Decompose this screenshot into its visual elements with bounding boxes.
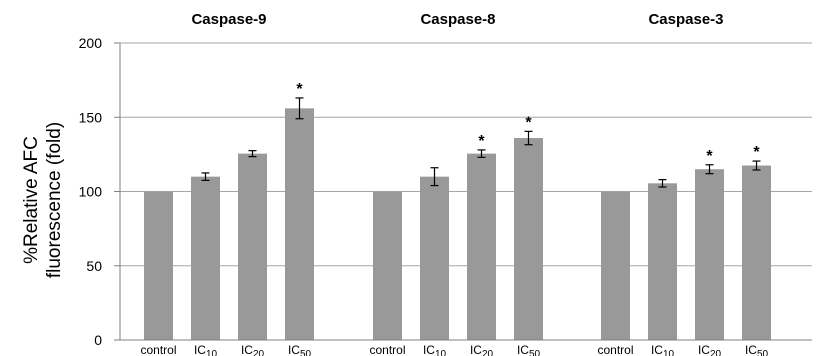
x-category-label: IC20 xyxy=(698,343,722,356)
group-title: Caspase-3 xyxy=(648,11,723,28)
category-label-text: control xyxy=(369,343,405,356)
bar xyxy=(420,176,449,340)
x-category-label: control xyxy=(369,343,405,356)
bar xyxy=(238,153,267,340)
group-titles: Caspase-9 Caspase-8 Caspase-3 xyxy=(191,11,723,28)
y-tick-label: 100 xyxy=(79,184,103,200)
y-tick-label: 150 xyxy=(79,109,103,125)
y-axis-title-line-2: fluorescence (fold) xyxy=(44,122,65,278)
category-label-text: IC xyxy=(241,343,253,356)
category-label-text: IC xyxy=(517,343,529,356)
bar xyxy=(191,176,220,340)
group-title: Caspase-8 xyxy=(420,11,495,28)
bar xyxy=(467,153,496,340)
bar xyxy=(648,183,677,340)
x-category-label: IC20 xyxy=(241,343,265,356)
category-label-subscript: 10 xyxy=(663,349,675,356)
y-tick-label: 200 xyxy=(79,35,103,51)
bar xyxy=(695,169,724,340)
y-axis-title-line-1: %Relative AFC xyxy=(21,136,42,264)
group-title: Caspase-9 xyxy=(191,11,266,28)
x-category-label: control xyxy=(140,343,176,356)
x-category-label: IC10 xyxy=(194,343,218,356)
significance-star: * xyxy=(296,81,303,98)
x-category-label: IC20 xyxy=(470,343,494,356)
category-labels: control IC10 IC20 IC50 control IC10 IC20 IC50 co… xyxy=(140,343,768,356)
category-label-subscript: 10 xyxy=(435,349,447,356)
bar xyxy=(285,108,314,340)
x-category-label: IC10 xyxy=(651,343,675,356)
category-label-text: IC xyxy=(194,343,206,356)
bar xyxy=(601,191,630,340)
category-label-text: control xyxy=(597,343,633,356)
bar xyxy=(514,138,543,340)
category-label-subscript: 20 xyxy=(710,349,722,356)
x-category-label: IC10 xyxy=(423,343,447,356)
significance-star: * xyxy=(478,133,485,150)
category-label-text: IC xyxy=(470,343,482,356)
category-label-text: IC xyxy=(698,343,710,356)
category-label-subscript: 50 xyxy=(757,349,769,356)
x-category-label: IC50 xyxy=(288,343,312,356)
x-category-label: IC50 xyxy=(745,343,769,356)
bar xyxy=(373,191,402,340)
axes xyxy=(119,43,812,341)
category-label-text: IC xyxy=(423,343,435,356)
category-label-text: IC xyxy=(651,343,663,356)
significance-star: * xyxy=(525,114,532,131)
category-label-subscript: 50 xyxy=(300,349,312,356)
significance-markers: * * * * * xyxy=(296,81,760,165)
y-tick-label: 0 xyxy=(94,332,102,348)
category-label-subscript: 10 xyxy=(206,349,218,356)
significance-star: * xyxy=(753,144,760,161)
category-label-subscript: 50 xyxy=(529,349,541,356)
category-label-subscript: 20 xyxy=(482,349,494,356)
category-label-subscript: 20 xyxy=(253,349,265,356)
category-label-text: IC xyxy=(288,343,300,356)
y-tick-labels: 0 50 100 150 200 xyxy=(79,35,120,348)
bar xyxy=(144,191,173,340)
bar xyxy=(742,165,771,340)
x-category-label: control xyxy=(597,343,633,356)
y-tick-label: 50 xyxy=(86,258,102,274)
category-label-text: IC xyxy=(745,343,757,356)
category-label-text: control xyxy=(140,343,176,356)
error-bars xyxy=(201,97,761,188)
significance-star: * xyxy=(706,148,713,165)
x-category-label: IC50 xyxy=(517,343,541,356)
bars xyxy=(144,108,771,340)
